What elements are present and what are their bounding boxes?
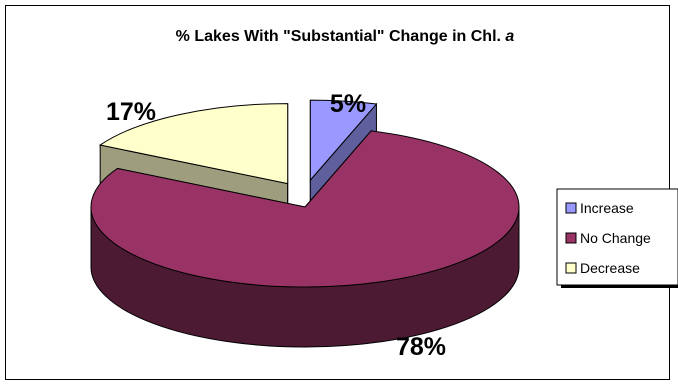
legend: Increase No Change Decrease [556,188,678,288]
data-label-increase: 5% [330,90,366,118]
chart-title: % Lakes With "Substantial" Change in Chl… [176,28,515,45]
data-label-no-change: 78% [396,333,446,361]
legend-label-increase: Increase [580,200,634,216]
slice-decrease [98,103,289,185]
slice-increase [309,99,378,182]
legend-box [556,188,678,286]
data-label-decrease: 17% [106,98,156,126]
legend-shadow [561,285,678,288]
legend-label-no-change: No Change [580,230,651,246]
slice-no-change [90,130,520,288]
legend-swatch-decrease [565,262,577,274]
legend-swatch-increase [565,202,577,214]
chart-title-main: % Lakes With "Substantial" Change in Chl… [176,28,506,45]
pie-slices [90,99,520,348]
legend-swatch-no-change [565,232,577,244]
legend-label-decrease: Decrease [580,260,640,276]
chart-title-italic: a [505,28,514,45]
